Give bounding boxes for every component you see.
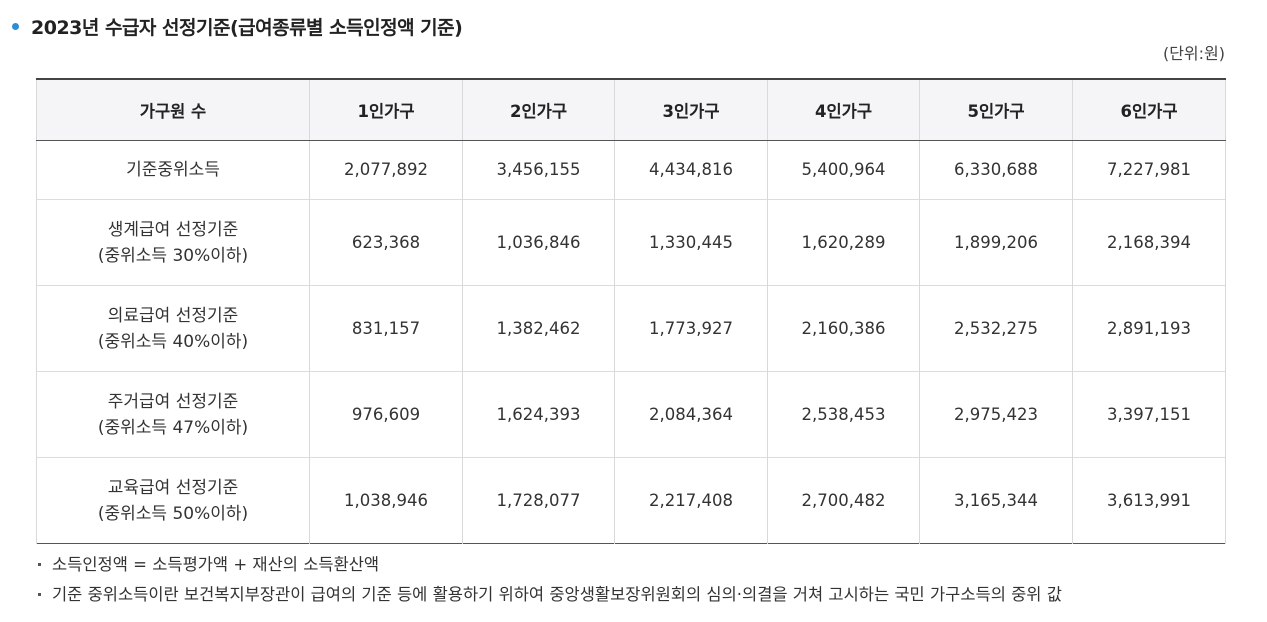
table-row-education: 교육급여 선정기준 (중위소득 50%이하) 1,038,946 1,728,0…	[36, 457, 1226, 544]
table-cell: 4,434,816	[614, 140, 768, 200]
square-bullet-icon	[38, 563, 41, 566]
table-cell: 1,036,846	[462, 199, 615, 286]
table-cell: 1,728,077	[462, 457, 615, 544]
table-cell: 3,397,151	[1072, 371, 1226, 458]
table-cell: 3,613,991	[1072, 457, 1226, 544]
header-household-size: 가구원 수	[36, 79, 310, 141]
header-3-person: 3인가구	[614, 79, 768, 141]
row-label-line: 의료급여 선정기준	[107, 305, 239, 326]
row-label-subline: (중위소득 50%이하)	[97, 503, 249, 524]
table-row-medical: 의료급여 선정기준 (중위소득 40%이하) 831,157 1,382,462…	[36, 285, 1226, 372]
table-cell: 7,227,981	[1072, 140, 1226, 200]
row-label-line: 생계급여 선정기준	[107, 219, 239, 240]
table-row-median-income: 기준중위소득 2,077,892 3,456,155 4,434,816 5,4…	[36, 140, 1226, 200]
row-label: 주거급여 선정기준 (중위소득 47%이하)	[36, 371, 310, 458]
row-label-line: 기준중위소득	[126, 160, 220, 180]
section-title: 2023년 수급자 선정기준(급여종류별 소득인정액 기준)	[31, 16, 463, 39]
table-cell: 1,773,927	[614, 285, 768, 372]
selection-criteria-table: 가구원 수 1인가구 2인가구 3인가구 4인가구 5인가구 6인가구 기준중위…	[36, 78, 1226, 544]
note-text: 소득인정액 = 소득평가액 + 재산의 소득환산액	[52, 555, 380, 574]
row-label-line: 주거급여 선정기준	[107, 391, 239, 412]
table-cell: 1,382,462	[462, 285, 615, 372]
row-label: 기준중위소득	[36, 140, 310, 200]
table-cell: 1,899,206	[919, 199, 1073, 286]
table-cell: 1,624,393	[462, 371, 615, 458]
table-cell: 623,368	[309, 199, 463, 286]
table-row-livelihood: 생계급여 선정기준 (중위소득 30%이하) 623,368 1,036,846…	[36, 199, 1226, 286]
row-label: 교육급여 선정기준 (중위소득 50%이하)	[36, 457, 310, 544]
notes-list: 소득인정액 = 소득평가액 + 재산의 소득환산액 기준 중위소득이란 보건복지…	[36, 552, 1236, 612]
table-cell: 3,456,155	[462, 140, 615, 200]
table-cell: 2,084,364	[614, 371, 768, 458]
table-cell: 2,077,892	[309, 140, 463, 200]
table-cell: 2,168,394	[1072, 199, 1226, 286]
note-item: 기준 중위소득이란 보건복지부장관이 급여의 기준 등에 활용하기 위하여 중앙…	[36, 582, 1236, 612]
row-label: 의료급여 선정기준 (중위소득 40%이하)	[36, 285, 310, 372]
table-cell: 2,160,386	[767, 285, 920, 372]
row-label-subline: (중위소득 40%이하)	[97, 331, 249, 352]
row-label: 생계급여 선정기준 (중위소득 30%이하)	[36, 199, 310, 286]
table-cell: 1,620,289	[767, 199, 920, 286]
table-header-row: 가구원 수 1인가구 2인가구 3인가구 4인가구 5인가구 6인가구	[36, 79, 1226, 141]
table-cell: 831,157	[309, 285, 463, 372]
table-cell: 6,330,688	[919, 140, 1073, 200]
table-cell: 2,975,423	[919, 371, 1073, 458]
table-cell: 2,538,453	[767, 371, 920, 458]
bullet-dot-icon	[12, 22, 19, 30]
table-row-housing: 주거급여 선정기준 (중위소득 47%이하) 976,609 1,624,393…	[36, 371, 1226, 458]
unit-label: (단위:원)	[1162, 44, 1225, 63]
section-heading: 2023년 수급자 선정기준(급여종류별 소득인정액 기준)	[12, 12, 463, 40]
table-cell: 1,330,445	[614, 199, 768, 286]
header-6-person: 6인가구	[1072, 79, 1226, 141]
square-bullet-icon	[38, 593, 41, 596]
header-4-person: 4인가구	[767, 79, 920, 141]
table-cell: 2,700,482	[767, 457, 920, 544]
table-cell: 2,217,408	[614, 457, 768, 544]
row-label-subline: (중위소득 30%이하)	[97, 245, 249, 266]
note-text: 기준 중위소득이란 보건복지부장관이 급여의 기준 등에 활용하기 위하여 중앙…	[52, 585, 1062, 604]
table-cell: 1,038,946	[309, 457, 463, 544]
note-item: 소득인정액 = 소득평가액 + 재산의 소득환산액	[36, 552, 1236, 582]
header-1-person: 1인가구	[309, 79, 463, 141]
table-cell: 976,609	[309, 371, 463, 458]
table-cell: 5,400,964	[767, 140, 920, 200]
table-cell: 2,891,193	[1072, 285, 1226, 372]
header-2-person: 2인가구	[462, 79, 615, 141]
row-label-subline: (중위소득 47%이하)	[97, 417, 249, 438]
table-cell: 2,532,275	[919, 285, 1073, 372]
row-label-line: 교육급여 선정기준	[107, 477, 239, 498]
table-cell: 3,165,344	[919, 457, 1073, 544]
header-5-person: 5인가구	[919, 79, 1073, 141]
